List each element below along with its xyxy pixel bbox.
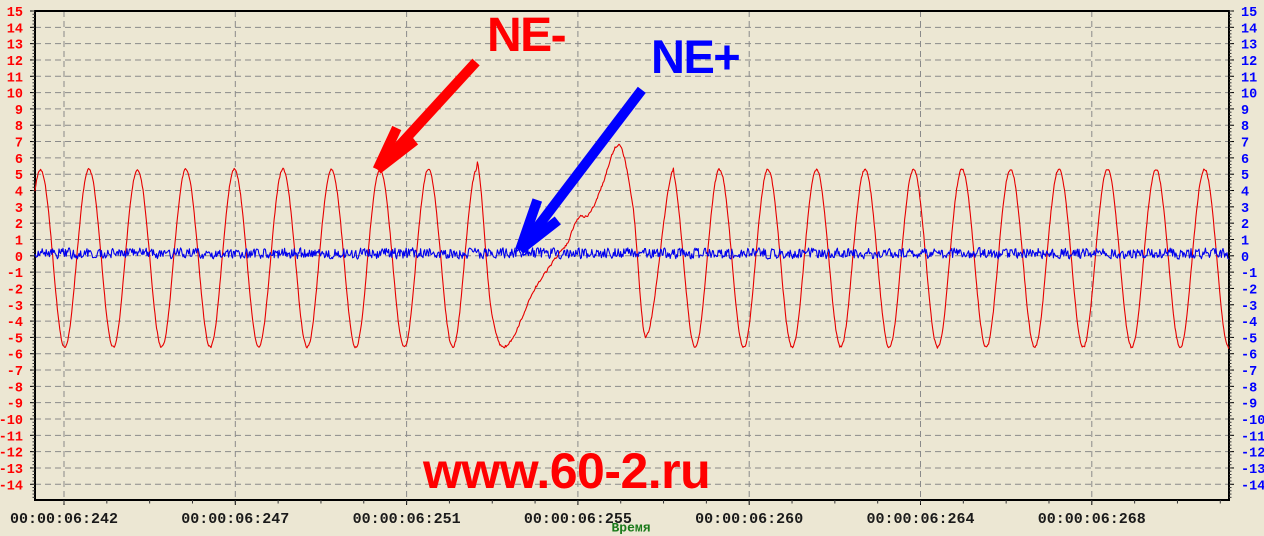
- svg-text:-10: -10: [0, 414, 23, 429]
- svg-text:10: 10: [7, 88, 23, 103]
- svg-text:00:00:06:242: 00:00:06:242: [10, 511, 118, 528]
- svg-text:-6: -6: [1241, 349, 1257, 364]
- svg-text:5: 5: [15, 169, 23, 184]
- svg-text:9: 9: [1241, 104, 1249, 119]
- svg-text:NE+: NE+: [651, 30, 739, 83]
- svg-text:-5: -5: [1241, 332, 1257, 347]
- svg-text:8: 8: [1241, 120, 1249, 135]
- svg-text:3: 3: [1241, 202, 1249, 217]
- svg-text:-13: -13: [1241, 463, 1264, 478]
- svg-text:11: 11: [7, 71, 23, 86]
- svg-text:00:00:06:247: 00:00:06:247: [181, 511, 289, 528]
- svg-text:NE-: NE-: [487, 9, 566, 62]
- svg-text:-12: -12: [0, 447, 23, 462]
- svg-text:-14: -14: [0, 479, 23, 494]
- svg-text:-5: -5: [7, 332, 23, 347]
- svg-text:-1: -1: [7, 267, 23, 282]
- svg-text:15: 15: [7, 6, 23, 21]
- svg-text:1: 1: [15, 234, 23, 249]
- svg-text:15: 15: [1241, 6, 1257, 21]
- svg-text:7: 7: [1241, 137, 1249, 152]
- svg-text:0: 0: [1241, 251, 1249, 266]
- svg-text:2: 2: [15, 218, 23, 233]
- svg-text:14: 14: [7, 22, 23, 37]
- svg-text:-3: -3: [7, 300, 23, 315]
- svg-text:-4: -4: [7, 316, 23, 331]
- svg-text:-1: -1: [1241, 267, 1257, 282]
- svg-text:www.60-2.ru: www.60-2.ru: [422, 443, 710, 499]
- svg-text:13: 13: [1241, 39, 1257, 54]
- svg-text:-2: -2: [1241, 283, 1257, 298]
- svg-text:-7: -7: [7, 365, 23, 380]
- svg-text:7: 7: [15, 137, 23, 152]
- svg-text:-8: -8: [7, 381, 23, 396]
- svg-text:5: 5: [1241, 169, 1249, 184]
- svg-text:3: 3: [15, 202, 23, 217]
- svg-text:-2: -2: [7, 283, 23, 298]
- svg-text:14: 14: [1241, 22, 1257, 37]
- svg-text:-3: -3: [1241, 300, 1257, 315]
- svg-text:4: 4: [1241, 186, 1249, 201]
- svg-text:2: 2: [1241, 218, 1249, 233]
- svg-text:0: 0: [15, 251, 23, 266]
- svg-text:-11: -11: [1241, 430, 1264, 445]
- svg-text:8: 8: [15, 120, 23, 135]
- svg-text:1: 1: [1241, 234, 1249, 249]
- svg-text:-4: -4: [1241, 316, 1257, 331]
- svg-text:6: 6: [15, 153, 23, 168]
- svg-text:-14: -14: [1241, 479, 1264, 494]
- svg-text:-12: -12: [1241, 447, 1264, 462]
- svg-text:10: 10: [1241, 88, 1257, 103]
- svg-text:-11: -11: [0, 430, 23, 445]
- svg-text:12: 12: [7, 55, 23, 70]
- svg-text:-7: -7: [1241, 365, 1257, 380]
- svg-text:00:00:06:260: 00:00:06:260: [695, 511, 803, 528]
- svg-text:00:00:06:264: 00:00:06:264: [866, 511, 974, 528]
- svg-text:9: 9: [15, 104, 23, 119]
- svg-text:11: 11: [1241, 71, 1257, 86]
- svg-text:12: 12: [1241, 55, 1257, 70]
- svg-text:13: 13: [7, 39, 23, 54]
- svg-text:-13: -13: [0, 463, 23, 478]
- svg-text:4: 4: [15, 186, 23, 201]
- svg-text:-9: -9: [1241, 398, 1257, 413]
- svg-text:-6: -6: [7, 349, 23, 364]
- svg-text:Время: Время: [611, 521, 650, 536]
- svg-text:6: 6: [1241, 153, 1249, 168]
- svg-text:00:00:06:251: 00:00:06:251: [353, 511, 461, 528]
- svg-text:-9: -9: [7, 398, 23, 413]
- svg-text:-10: -10: [1241, 414, 1264, 429]
- svg-text:00:00:06:268: 00:00:06:268: [1038, 511, 1146, 528]
- svg-text:-8: -8: [1241, 381, 1257, 396]
